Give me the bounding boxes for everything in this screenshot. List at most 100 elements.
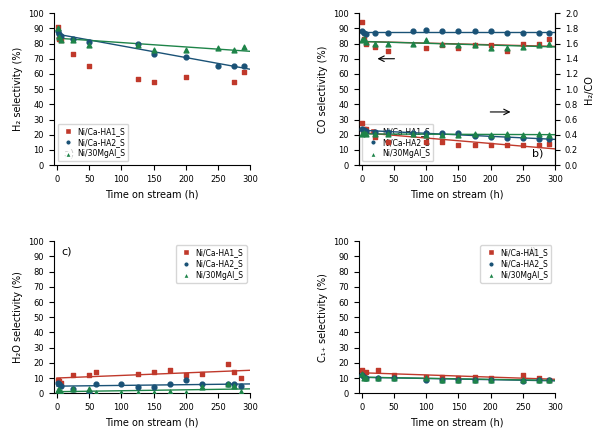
Point bbox=[359, 29, 368, 36]
Point bbox=[454, 131, 463, 138]
Point bbox=[544, 135, 553, 142]
Point bbox=[486, 42, 496, 49]
Point bbox=[383, 131, 392, 138]
Point bbox=[408, 130, 418, 137]
Point bbox=[239, 43, 249, 50]
Point bbox=[84, 42, 94, 49]
Point bbox=[438, 130, 447, 137]
Point bbox=[518, 371, 528, 378]
Point bbox=[544, 140, 553, 147]
Point bbox=[149, 46, 158, 53]
Point bbox=[421, 37, 431, 44]
Point bbox=[359, 127, 368, 134]
Text: c): c) bbox=[61, 247, 72, 257]
Point bbox=[133, 384, 142, 391]
Point bbox=[197, 370, 207, 377]
Point bbox=[181, 371, 190, 378]
Point bbox=[359, 373, 368, 380]
Point bbox=[470, 376, 479, 383]
X-axis label: Time on stream (h): Time on stream (h) bbox=[105, 418, 199, 427]
Point bbox=[229, 63, 239, 70]
Point bbox=[383, 129, 392, 136]
Point bbox=[421, 45, 431, 52]
Point bbox=[149, 51, 158, 58]
Point bbox=[370, 40, 380, 47]
Point bbox=[470, 42, 479, 49]
Point bbox=[165, 381, 174, 388]
Point bbox=[438, 42, 447, 49]
Point bbox=[486, 141, 496, 148]
Point bbox=[383, 48, 392, 55]
Point bbox=[53, 25, 62, 32]
Point bbox=[518, 131, 528, 138]
Point bbox=[91, 381, 100, 388]
Point bbox=[236, 375, 245, 382]
Point bbox=[518, 134, 528, 141]
Point bbox=[181, 46, 190, 53]
Point bbox=[68, 371, 78, 378]
Point bbox=[53, 23, 62, 30]
Point bbox=[84, 388, 94, 395]
Point bbox=[454, 45, 463, 52]
Point bbox=[518, 378, 528, 385]
Point bbox=[370, 134, 380, 141]
Point bbox=[68, 385, 78, 392]
Point bbox=[421, 373, 431, 380]
Point bbox=[213, 63, 223, 70]
Point bbox=[57, 37, 66, 44]
Point bbox=[389, 375, 399, 382]
Point bbox=[358, 125, 367, 132]
Point bbox=[362, 131, 371, 138]
Point bbox=[470, 28, 479, 35]
Point bbox=[223, 381, 233, 388]
Point bbox=[57, 379, 66, 386]
Point bbox=[383, 29, 392, 36]
Point bbox=[518, 40, 528, 47]
Point bbox=[544, 29, 553, 36]
Point bbox=[534, 135, 544, 142]
Point bbox=[438, 376, 447, 383]
Point bbox=[181, 376, 190, 383]
Point bbox=[454, 42, 463, 49]
Point bbox=[133, 390, 142, 397]
Point bbox=[534, 141, 544, 148]
Point bbox=[518, 43, 528, 50]
Point bbox=[502, 131, 512, 138]
Point bbox=[362, 31, 371, 38]
Point bbox=[470, 131, 479, 138]
Point bbox=[239, 63, 249, 70]
Point bbox=[470, 373, 479, 380]
Point bbox=[518, 141, 528, 148]
Point bbox=[470, 142, 479, 149]
Point bbox=[421, 375, 431, 382]
Point bbox=[389, 375, 399, 382]
Point bbox=[358, 120, 367, 127]
Point bbox=[362, 375, 371, 382]
X-axis label: Time on stream (h): Time on stream (h) bbox=[410, 190, 504, 199]
Y-axis label: H₂/CO: H₂/CO bbox=[584, 75, 594, 104]
Point bbox=[373, 367, 383, 374]
Y-axis label: CO selectivity (%): CO selectivity (%) bbox=[318, 45, 328, 133]
Point bbox=[149, 384, 158, 391]
Point bbox=[370, 43, 380, 50]
Point bbox=[470, 376, 479, 383]
Point bbox=[383, 40, 392, 47]
Point bbox=[534, 376, 544, 383]
Point bbox=[181, 54, 190, 61]
Point bbox=[362, 125, 371, 132]
Point bbox=[438, 376, 447, 383]
Legend: Ni/Ca-HA1_S, Ni/Ca-HA2_S, Ni/30MgAl_S: Ni/Ca-HA1_S, Ni/Ca-HA2_S, Ni/30MgAl_S bbox=[362, 124, 433, 161]
Point bbox=[54, 378, 64, 385]
Point bbox=[229, 381, 239, 388]
Point bbox=[362, 40, 371, 47]
Point bbox=[84, 38, 94, 45]
Point bbox=[116, 381, 126, 388]
Point bbox=[133, 40, 142, 47]
Text: a): a) bbox=[63, 148, 75, 158]
Point bbox=[502, 48, 512, 55]
Point bbox=[53, 28, 62, 35]
Point bbox=[421, 131, 431, 138]
Point bbox=[518, 376, 528, 383]
Point bbox=[534, 42, 544, 49]
Point bbox=[149, 368, 158, 375]
